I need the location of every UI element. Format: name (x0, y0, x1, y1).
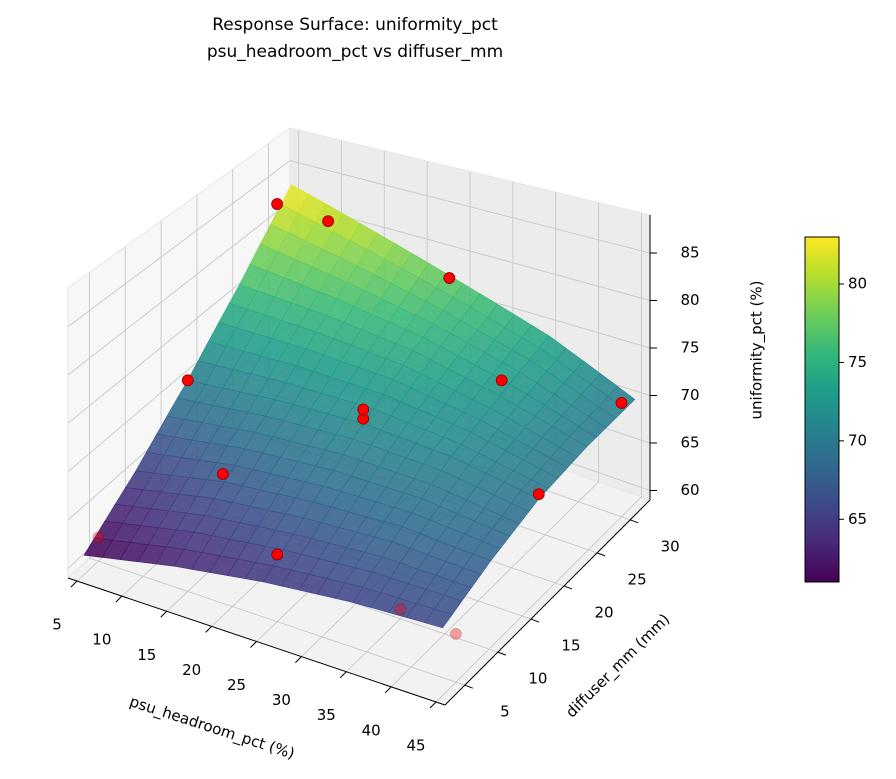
grid-line (89, 557, 465, 686)
y-tick-label: 5 (500, 703, 510, 721)
x-tick-label: 15 (137, 646, 156, 664)
z-axis-label: uniformity_pct (%) (748, 281, 767, 420)
tick-mark (70, 580, 78, 588)
colorbar-tick-label: 70 (848, 431, 867, 449)
tick-mark (205, 626, 212, 633)
tick-mark (563, 585, 573, 590)
tick-mark (596, 552, 606, 557)
scatter-point (495, 374, 508, 387)
tick-mark (160, 610, 168, 618)
colorbar-tick-label: 80 (848, 275, 867, 293)
x-tick-label: 10 (92, 631, 111, 649)
grid-line (67, 160, 291, 328)
tick-mark (384, 686, 392, 694)
axis-line (444, 499, 651, 706)
x-tick-label: 40 (362, 721, 381, 739)
x-tick-label: 5 (52, 616, 62, 634)
x-tick-label: 35 (317, 706, 336, 724)
x-tick-label: 20 (182, 661, 201, 679)
z-tick-label: 60 (680, 481, 699, 499)
colorbar (804, 236, 840, 583)
grid-line (289, 160, 651, 254)
x-tick-label: 25 (227, 676, 246, 694)
scatter-point (322, 215, 335, 228)
scatter-point (271, 548, 284, 561)
y-tick-label: 25 (628, 570, 647, 588)
z-tick-label: 70 (680, 386, 699, 404)
scatter-point (271, 198, 284, 210)
grid-line (390, 481, 599, 688)
y-tick-label: 30 (661, 537, 680, 555)
surface-patch (424, 608, 453, 629)
scatter-point (615, 397, 628, 409)
scatter-point (92, 531, 105, 544)
grid-line (435, 496, 642, 703)
y-tick-label: 20 (594, 603, 613, 621)
chart-title: Response Surface: uniformity_pct (212, 15, 498, 35)
tick-mark (115, 595, 123, 603)
tick-mark (339, 671, 347, 679)
tick-mark (530, 618, 540, 623)
scatter-point (394, 603, 407, 616)
scatter-point (181, 374, 194, 387)
scatter-point (443, 272, 456, 284)
y-tick-label: 15 (561, 637, 580, 655)
tick-mark (295, 656, 302, 663)
tick-mark (250, 641, 257, 648)
y-tick-label: 10 (528, 670, 547, 688)
colorbar-tick-label: 65 (848, 510, 867, 528)
scatter-point (450, 628, 462, 640)
scatter-point (357, 403, 370, 416)
tick-mark (497, 651, 507, 656)
surface (83, 184, 636, 629)
z-tick-label: 75 (680, 339, 699, 357)
z-tick-label: 65 (680, 434, 699, 452)
y-axis-label: diffuser_mm (mm) (562, 610, 674, 722)
tick-mark (464, 684, 474, 689)
axis-line (67, 577, 446, 706)
x-tick-label: 45 (406, 736, 425, 754)
scatter-point (216, 468, 229, 480)
tick-mark (429, 701, 437, 709)
x-tick-label: 30 (272, 691, 291, 709)
chart-title: psu_headroom_pct vs diffuser_mm (207, 42, 503, 62)
scatter-point (532, 488, 545, 501)
tick-mark (629, 519, 639, 524)
z-tick-label: 85 (680, 244, 699, 262)
z-tick-label: 80 (680, 291, 699, 309)
colorbar-tick-label: 75 (848, 353, 867, 371)
grid-line (67, 201, 291, 376)
